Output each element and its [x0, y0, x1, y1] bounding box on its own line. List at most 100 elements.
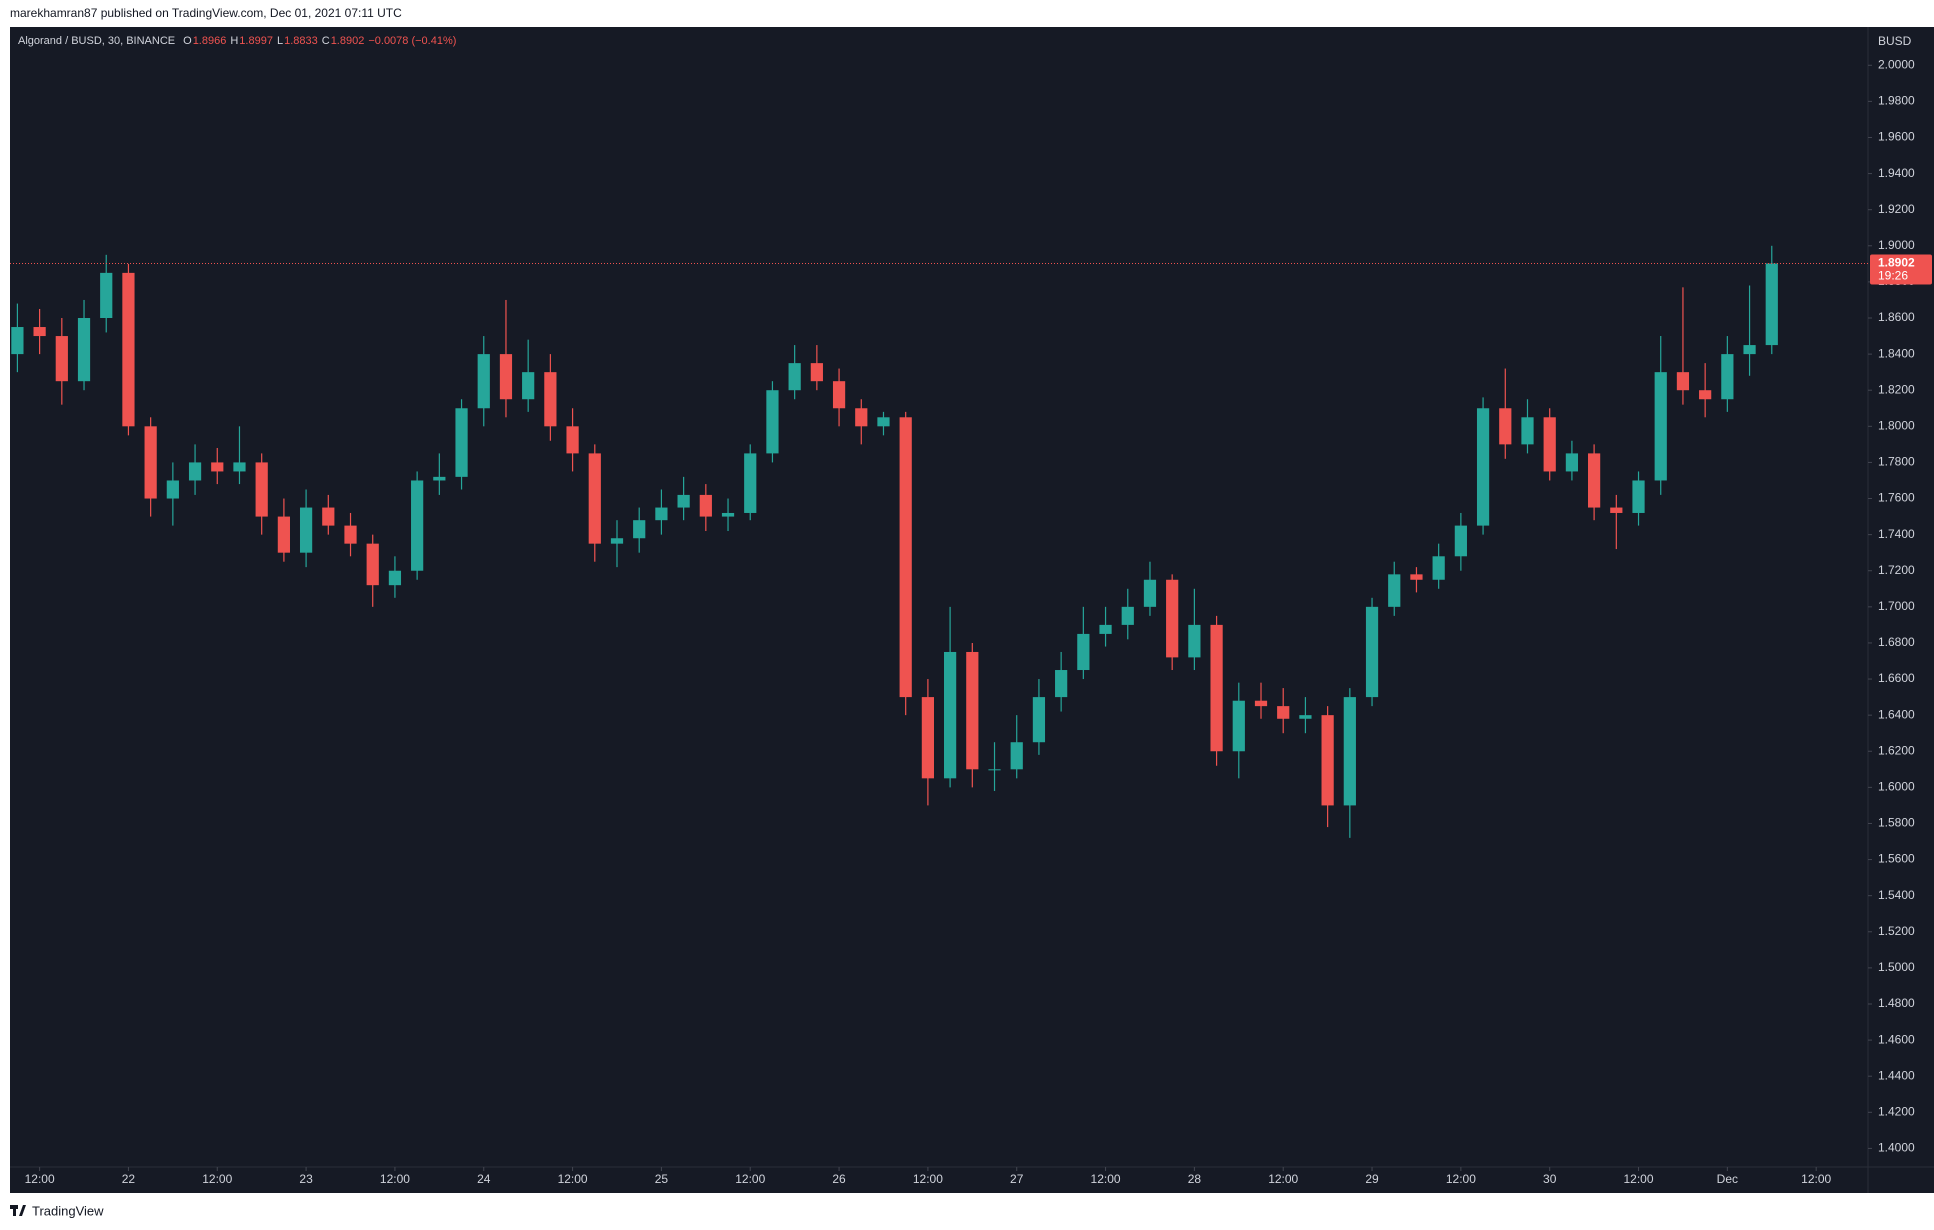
x-tick-label: 25	[655, 1172, 669, 1186]
x-tick-label: 27	[1010, 1172, 1024, 1186]
candle-body	[677, 494, 690, 508]
legend-change: −0.0078 (−0.41%)	[368, 35, 456, 47]
candle-body	[233, 462, 246, 472]
candle-body	[1410, 574, 1423, 580]
candle-body	[455, 408, 468, 477]
candle-body	[33, 327, 46, 337]
candle-body	[388, 570, 402, 586]
candle-body	[1721, 354, 1734, 400]
x-tick-label: 29	[1365, 1172, 1379, 1186]
candle-body	[522, 372, 535, 400]
x-tick-label: 12:00	[913, 1172, 943, 1186]
x-tick-label: 28	[1188, 1172, 1202, 1186]
legend-value: 1.8833	[284, 35, 318, 47]
y-tick-label: 1.4600	[1878, 1032, 1915, 1046]
y-tick-label: 1.5000	[1878, 960, 1915, 974]
y-tick-label: 1.6400	[1878, 707, 1915, 721]
candle-body	[1121, 606, 1134, 625]
candle-body	[1099, 624, 1112, 634]
legend-value: 1.8902	[331, 35, 365, 47]
y-tick-label: 1.7600	[1878, 491, 1915, 505]
candle-body	[1743, 345, 1756, 355]
x-tick-label: 30	[1543, 1172, 1557, 1186]
candle-body	[1188, 624, 1201, 658]
y-tick-label: 1.4400	[1878, 1068, 1915, 1082]
logo	[10, 1205, 26, 1216]
candle-body	[211, 462, 224, 472]
candle-body	[1521, 417, 1534, 445]
candle-body	[1321, 715, 1334, 806]
x-tick-label: 12:00	[1446, 1172, 1476, 1186]
candle-body	[544, 372, 557, 427]
candle-body	[1299, 715, 1312, 719]
candle-body	[1277, 706, 1290, 719]
y-tick-label: 1.7000	[1878, 599, 1915, 613]
candle-body	[433, 476, 446, 481]
x-tick-label: 24	[477, 1172, 491, 1186]
candle-body	[1032, 697, 1046, 743]
candle-body	[477, 354, 490, 409]
y-tick-label: 1.5400	[1878, 888, 1915, 902]
x-tick-label: 12:00	[1624, 1172, 1654, 1186]
candle-body	[1077, 633, 1090, 671]
y-tick-label: 1.8400	[1878, 346, 1915, 360]
candle-body	[499, 354, 513, 400]
candle-body	[77, 318, 91, 382]
candle-body	[855, 408, 868, 427]
candle-body	[11, 327, 24, 355]
y-tick-label: 1.8200	[1878, 382, 1915, 396]
legend-symbol: Algorand / BUSD, 30, BINANCE	[18, 35, 175, 47]
candle-body	[411, 480, 424, 571]
y-tick-label: 1.7400	[1878, 527, 1915, 541]
candle-body	[1543, 417, 1556, 472]
candle-body	[633, 520, 646, 539]
header: marekhamran87 published on TradingView.c…	[10, 6, 402, 20]
candle-body	[255, 462, 268, 517]
x-tick-label: Dec	[1717, 1172, 1738, 1186]
candle-body	[921, 697, 935, 779]
candle-body	[655, 507, 668, 521]
y-tick-label: 1.5800	[1878, 816, 1915, 830]
y-tick-label: 1.9200	[1878, 202, 1915, 216]
candle-body	[299, 507, 313, 553]
candle-body	[366, 543, 379, 586]
candle-body	[322, 507, 335, 526]
legend-field: C	[322, 35, 330, 47]
candle-body	[1210, 624, 1223, 752]
candle-body	[988, 769, 1001, 771]
candle-body	[966, 651, 979, 770]
candle-body	[899, 417, 912, 698]
y-tick-label: 1.7800	[1878, 455, 1915, 469]
y-tick-label: 1.4200	[1878, 1104, 1915, 1118]
candle-body	[188, 462, 202, 481]
x-tick-label: 12:00	[25, 1172, 55, 1186]
candle-body	[1565, 453, 1579, 472]
candle-body	[344, 525, 357, 544]
candle-body	[144, 426, 157, 499]
candle-body	[832, 381, 846, 409]
legend-field: O	[183, 35, 192, 47]
x-tick-label: 26	[832, 1172, 846, 1186]
y-tick-label: 1.6200	[1878, 743, 1915, 757]
x-tick-label: 22	[122, 1172, 136, 1186]
legend-field: H	[230, 35, 238, 47]
chart-area	[10, 27, 1934, 1193]
candle-body	[788, 363, 801, 391]
candle-body	[1610, 507, 1623, 513]
candle-body	[1588, 453, 1601, 508]
legend-field: L	[277, 35, 283, 47]
candle-body	[943, 651, 957, 779]
y-tick-label: 1.4800	[1878, 996, 1915, 1010]
y-tick-label: 1.5200	[1878, 924, 1915, 938]
candle-body	[1476, 408, 1490, 526]
y-tick-label: 1.8600	[1878, 310, 1915, 324]
candle-body	[1343, 697, 1356, 806]
footer-brand: TradingView	[32, 1203, 104, 1218]
candle-body	[1365, 606, 1379, 698]
candle-body	[1143, 579, 1157, 607]
x-tick-label: 12:00	[1091, 1172, 1121, 1186]
candle-body	[1388, 574, 1401, 607]
y-tick-label: 1.8000	[1878, 418, 1915, 432]
x-tick-label: 12:00	[558, 1172, 588, 1186]
